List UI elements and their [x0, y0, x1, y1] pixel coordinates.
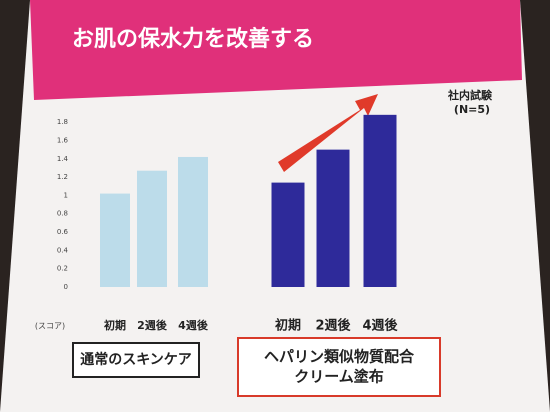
group-label: クリーム塗布	[294, 368, 384, 386]
bar	[363, 114, 397, 288]
y-tick-label: 0.2	[57, 265, 68, 273]
group-box	[72, 342, 200, 378]
y-tick-label: 1.2	[57, 173, 68, 181]
x-tick-label: 初期	[104, 318, 126, 332]
group-label: ヘパリン類似物質配合	[264, 348, 415, 366]
bar	[137, 170, 167, 287]
header-band	[30, 0, 522, 100]
y-tick-label: 0.4	[57, 246, 69, 254]
note: 社内試験	[447, 88, 493, 102]
x-tick-label: 初期	[275, 318, 301, 334]
y-tick-label: 1.8	[57, 118, 68, 126]
x-tick-label: 2週後	[137, 318, 168, 332]
bar	[271, 182, 305, 287]
bar	[316, 149, 350, 287]
bar	[178, 156, 208, 287]
y-tick-label: 1	[64, 191, 68, 199]
x-tick-label: 4週後	[362, 318, 398, 334]
note: (N=5)	[454, 103, 490, 116]
group-box	[237, 337, 441, 397]
y-tick-label: 1.6	[57, 136, 69, 144]
y-tick-label: 0	[64, 283, 68, 291]
chart-title: お肌の保水力を改善する	[72, 26, 314, 52]
y-tick-label: 0.6	[57, 228, 69, 236]
group-label: 通常のスキンケア	[80, 351, 192, 368]
arrow	[278, 94, 378, 172]
y-tick-label: 0.8	[57, 210, 68, 218]
x-tick-label: 2週後	[315, 318, 351, 334]
bar	[100, 193, 130, 287]
x-tick-label: 4週後	[178, 318, 209, 332]
y-tick-label: 1.4	[57, 155, 69, 163]
y-axis-label: (スコア)	[35, 322, 65, 331]
